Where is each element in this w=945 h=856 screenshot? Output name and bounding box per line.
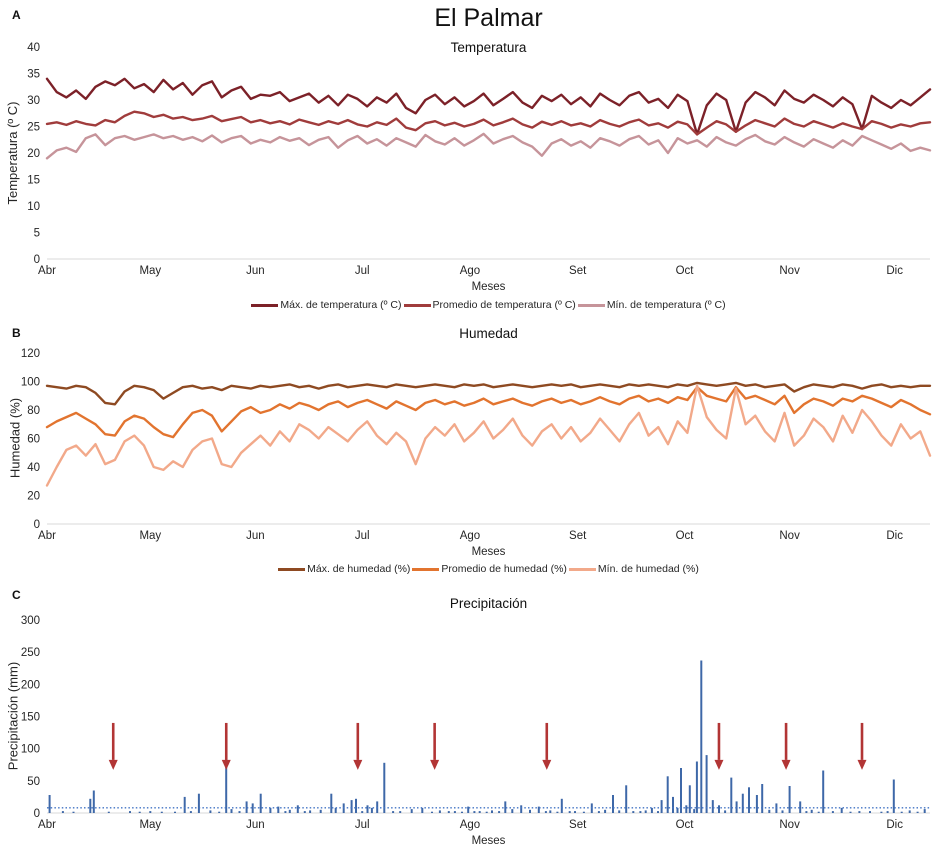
y-tick-label: 150 <box>21 712 40 724</box>
legend-item-1: Promedio de temperatura (º C) <box>403 299 576 311</box>
legend-swatch <box>412 567 440 571</box>
panel-c-title: Precipitación <box>449 596 528 611</box>
panel-a-legend: Máx. de temperatura (º C) Promedio de tem… <box>47 299 930 311</box>
panel-a-title: Temperatura <box>450 40 527 55</box>
y-tick-label: 20 <box>27 491 40 503</box>
event-arrow-head <box>857 759 867 770</box>
line-series-0 <box>45 77 932 136</box>
legend-swatch <box>251 303 279 307</box>
y-tick-label: 0 <box>34 254 40 266</box>
x-tick-label: Dic <box>886 819 903 831</box>
y-tick-label: 100 <box>21 377 40 389</box>
x-tick-label: May <box>139 265 161 277</box>
legend-label: Mín. de humedad (%) <box>597 563 699 575</box>
page-title: El Palmar <box>434 4 543 32</box>
y-tick-label: 35 <box>27 69 40 81</box>
event-arrow-head <box>353 759 363 770</box>
x-tick-label: Abr <box>38 530 56 542</box>
event-arrow-head <box>714 759 724 770</box>
x-tick-label: Set <box>569 530 587 542</box>
line-series-1 <box>45 110 932 136</box>
x-tick-label: Jul <box>355 819 370 831</box>
x-tick-label: Nov <box>779 819 800 831</box>
x-tick-label: Nov <box>779 265 800 277</box>
y-tick-label: 15 <box>27 175 40 187</box>
event-arrow-head <box>221 759 231 770</box>
panel-c-y-axis-label: Precipitación (mm) <box>5 661 21 771</box>
x-tick-label: Ago <box>460 530 480 542</box>
panel-a-x-axis-label: Meses <box>471 281 506 293</box>
y-tick-label: 25 <box>27 122 40 134</box>
y-tick-label: 120 <box>21 348 40 360</box>
y-tick-label: 80 <box>27 405 40 417</box>
x-tick-label: Ago <box>460 819 480 831</box>
x-tick-label: Jun <box>246 530 265 542</box>
y-tick-label: 30 <box>27 95 40 107</box>
panel-c-letter: C <box>12 588 21 602</box>
legend-item-0: Máx. de temperatura (º C) <box>251 299 402 311</box>
legend-label: Promedio de temperatura (º C) <box>432 299 576 311</box>
x-tick-label: Jun <box>246 819 265 831</box>
panel-b-legend: Máx. de humedad (%) Promedio de humedad (… <box>47 563 930 575</box>
legend-swatch <box>577 303 605 307</box>
line-series-1 <box>45 386 932 439</box>
panel-b-title: Humedad <box>459 326 518 341</box>
y-tick-label: 250 <box>21 647 40 659</box>
x-tick-label: Set <box>569 819 587 831</box>
x-tick-label: Oct <box>676 819 695 831</box>
event-arrow-head <box>108 759 118 770</box>
event-arrow-head <box>781 759 791 770</box>
x-tick-label: Oct <box>676 265 695 277</box>
line-series-0 <box>45 381 932 406</box>
legend-item-1: Promedio de humedad (%) <box>412 563 567 575</box>
legend-label: Máx. de temperatura (º C) <box>280 299 402 311</box>
x-tick-label: May <box>139 819 161 831</box>
x-tick-label: Dic <box>886 265 903 277</box>
panel-b-y-axis-label: Humedad (%) <box>7 397 23 479</box>
panel-c-x-axis-label: Meses <box>471 835 506 847</box>
y-tick-label: 0 <box>34 519 40 531</box>
event-arrow-head <box>430 759 440 770</box>
x-tick-label: May <box>139 530 161 542</box>
y-tick-label: 200 <box>21 679 40 691</box>
y-tick-label: 20 <box>27 148 40 160</box>
legend-item-0: Máx. de humedad (%) <box>278 563 410 575</box>
x-tick-label: Nov <box>779 530 800 542</box>
x-tick-label: Oct <box>676 530 695 542</box>
legend-item-2: Mín. de temperatura (º C) <box>577 299 726 311</box>
x-tick-label: Jul <box>355 530 370 542</box>
y-tick-label: 40 <box>27 462 40 474</box>
event-arrow-head <box>542 759 552 770</box>
x-tick-label: Jun <box>246 265 265 277</box>
x-tick-label: Abr <box>38 265 56 277</box>
panel-b-letter: B <box>12 326 21 340</box>
legend-label: Máx. de humedad (%) <box>307 563 411 575</box>
line-series-2 <box>45 384 932 487</box>
y-tick-label: 40 <box>27 42 40 54</box>
x-tick-label: Ago <box>460 265 480 277</box>
line-series-2 <box>45 132 932 160</box>
x-tick-label: Set <box>569 265 587 277</box>
legend-label: Promedio de humedad (%) <box>441 563 567 575</box>
panel-b-x-axis-label: Meses <box>471 546 506 558</box>
y-tick-label: 100 <box>21 744 40 756</box>
y-tick-label: 50 <box>27 776 40 788</box>
panel-a-letter: A <box>12 8 21 22</box>
y-tick-label: 0 <box>34 808 40 820</box>
y-tick-label: 10 <box>27 201 40 213</box>
x-tick-label: Dic <box>886 530 903 542</box>
panel-a-y-axis-label: Temperatura (º C) <box>5 101 20 205</box>
legend-swatch <box>568 567 596 571</box>
x-tick-label: Abr <box>38 819 56 831</box>
legend-item-2: Mín. de humedad (%) <box>568 563 699 575</box>
y-tick-label: 5 <box>34 228 40 240</box>
legend-swatch <box>403 303 431 307</box>
legend-label: Mín. de temperatura (º C) <box>606 299 726 311</box>
y-tick-label: 300 <box>21 615 40 627</box>
y-tick-label: 60 <box>27 434 40 446</box>
legend-swatch <box>278 567 306 571</box>
x-tick-label: Jul <box>355 265 370 277</box>
